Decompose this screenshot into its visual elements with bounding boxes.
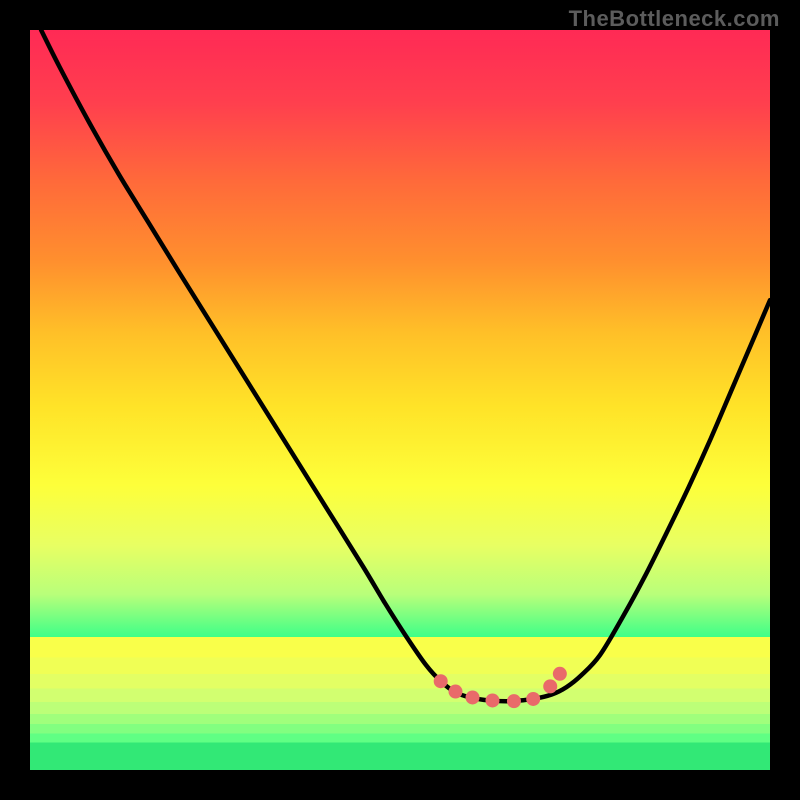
watermark-text: TheBottleneck.com — [569, 6, 780, 32]
optimal-marker — [526, 692, 540, 706]
optimal-marker — [449, 685, 463, 699]
optimal-marker — [434, 674, 448, 688]
optimal-marker — [507, 694, 521, 708]
curve-layer — [30, 30, 770, 770]
bottleneck-curve — [41, 30, 770, 701]
bottleneck-chart — [30, 30, 770, 770]
optimal-marker — [466, 690, 480, 704]
optimal-marker — [486, 693, 500, 707]
optimal-marker — [543, 679, 557, 693]
optimal-marker — [553, 667, 567, 681]
